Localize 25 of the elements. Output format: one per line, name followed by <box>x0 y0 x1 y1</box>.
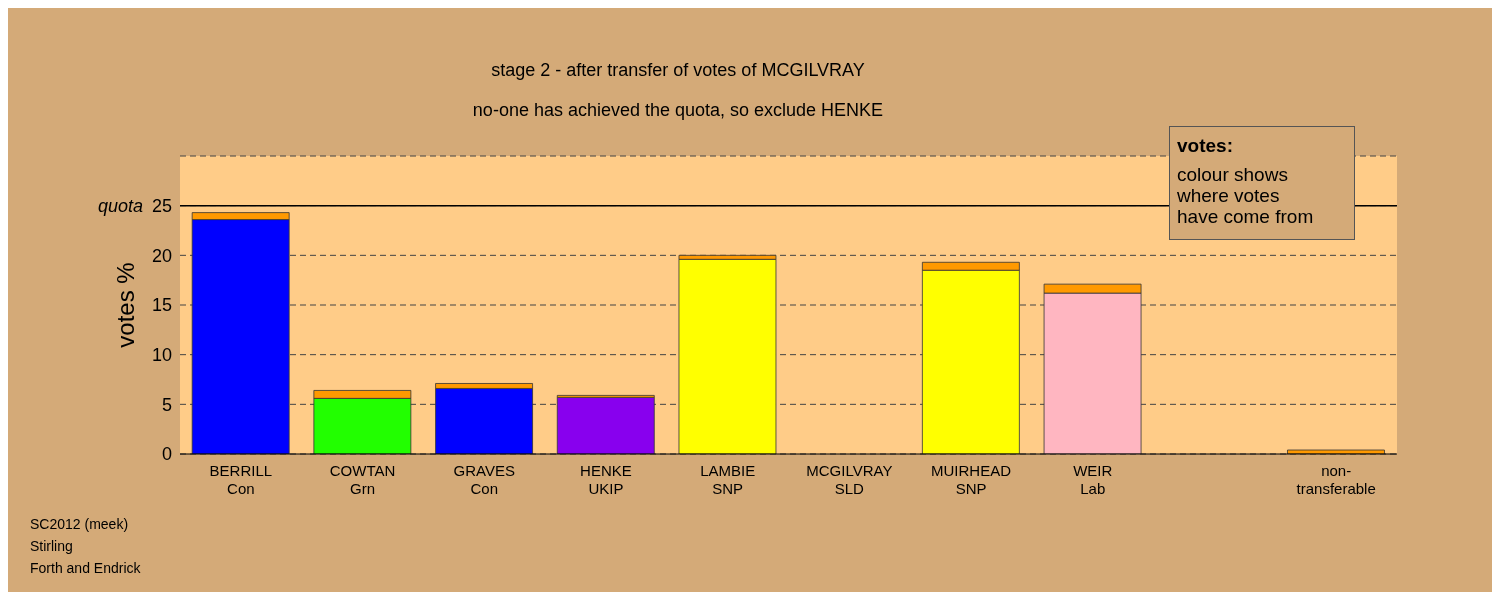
y-tick-label: 15 <box>151 295 172 316</box>
y-tick-label: 20 <box>151 245 172 266</box>
x-tick-label: non- transferable <box>1296 462 1376 497</box>
x-tick-label: MUIRHEAD SNP <box>931 462 1012 497</box>
chart-title: stage 2 - after transfer of votes of MCGILVRAY <box>490 60 866 81</box>
bar <box>678 258 777 454</box>
x-tick-label: BERRILL Con <box>209 462 273 497</box>
chart-subtitle: no-one has achieved the quota, so exclude HENKE <box>471 100 885 121</box>
y-axis-title: votes % <box>111 262 139 348</box>
x-tick-label: HENKE UKIP <box>580 462 632 497</box>
y-tick-label: 10 <box>151 345 172 366</box>
legend-title: votes: <box>1177 135 1234 156</box>
y-tick-label: 0 <box>161 444 172 465</box>
x-tick-label: WEIR Lab <box>1073 462 1113 497</box>
annotation: colour shows where votes have come from <box>1177 164 1315 227</box>
x-tick-label: GRAVES Con <box>453 462 515 497</box>
bar <box>556 396 655 454</box>
ref-line-label: quota <box>97 196 143 217</box>
y-tick-label: 25 <box>151 196 172 217</box>
x-tick-label: COWTAN Grn <box>329 462 396 497</box>
y-tick-label: 5 <box>161 394 172 415</box>
text: SC2012 (meek) Stirling Forth and Endrick <box>30 515 141 578</box>
x-tick-label: LAMBIE SNP <box>700 462 756 497</box>
x-tick-label: MCGILVRAY SLD <box>806 462 893 497</box>
bar <box>1287 449 1385 454</box>
